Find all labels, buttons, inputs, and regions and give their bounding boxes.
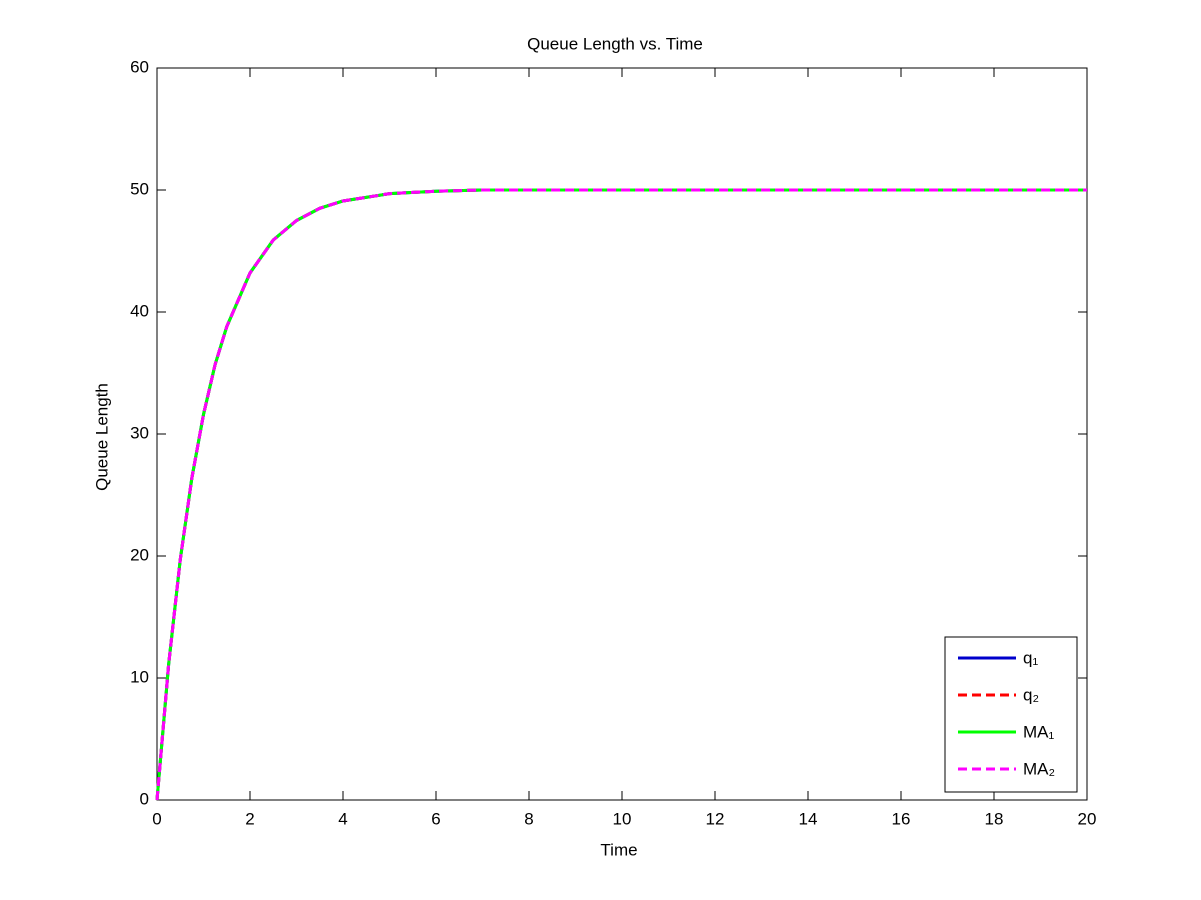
y-tick-label: 40 xyxy=(130,301,149,320)
x-tick-label: 14 xyxy=(799,809,818,828)
y-tick-label: 0 xyxy=(140,789,149,808)
x-tick-label: 10 xyxy=(613,809,632,828)
x-tick-label: 20 xyxy=(1078,809,1097,828)
y-tick-label: 50 xyxy=(130,179,149,198)
x-axis-label: Time xyxy=(600,840,637,859)
x-tick-label: 16 xyxy=(892,809,911,828)
series-line xyxy=(155,188,1087,801)
legend-label: MA₁ xyxy=(1023,722,1055,741)
chart-title: Queue Length vs. Time xyxy=(527,34,703,53)
y-tick-label: 10 xyxy=(130,667,149,686)
y-tick-label: 20 xyxy=(130,545,149,564)
x-tick-label: 8 xyxy=(524,809,533,828)
x-tick-label: 4 xyxy=(338,809,347,828)
x-tick-label: 6 xyxy=(431,809,440,828)
y-axis-label: Queue Length xyxy=(92,383,111,491)
y-tick-label: 30 xyxy=(130,423,149,442)
x-tick-label: 0 xyxy=(152,809,161,828)
y-tick-label: 60 xyxy=(130,57,149,76)
legend-box xyxy=(944,636,1078,793)
legend-label: q₂ xyxy=(1023,685,1039,704)
legend-label: MA₂ xyxy=(1023,759,1055,778)
x-tick-label: 12 xyxy=(706,809,725,828)
x-tick-label: 18 xyxy=(985,809,1004,828)
legend-label: q₁ xyxy=(1023,648,1038,667)
x-tick-label: 2 xyxy=(245,809,254,828)
